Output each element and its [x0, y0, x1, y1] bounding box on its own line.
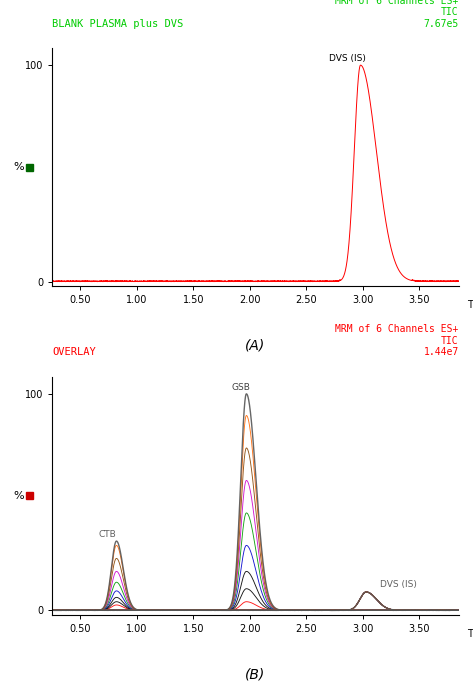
Text: Time: Time [467, 301, 473, 310]
Text: (B): (B) [245, 667, 265, 681]
Text: OVERLAY: OVERLAY [52, 348, 96, 357]
Text: %: % [13, 162, 24, 172]
Text: CTB: CTB [98, 530, 116, 539]
Text: %: % [13, 490, 24, 501]
Text: GSB: GSB [231, 382, 250, 391]
Text: DVS (IS): DVS (IS) [380, 580, 417, 589]
Text: MRM of 6 Channels ES+
TIC
1.44e7: MRM of 6 Channels ES+ TIC 1.44e7 [335, 324, 459, 357]
Text: MRM of 6 Channels ES+
TIC
7.67e5: MRM of 6 Channels ES+ TIC 7.67e5 [335, 0, 459, 29]
Bar [26, 163, 33, 171]
Text: (A): (A) [245, 338, 265, 352]
Text: DVS (IS): DVS (IS) [329, 54, 366, 63]
Text: BLANK PLASMA plus DVS: BLANK PLASMA plus DVS [52, 18, 183, 29]
Bar [26, 492, 33, 499]
Text: Time: Time [467, 629, 473, 639]
